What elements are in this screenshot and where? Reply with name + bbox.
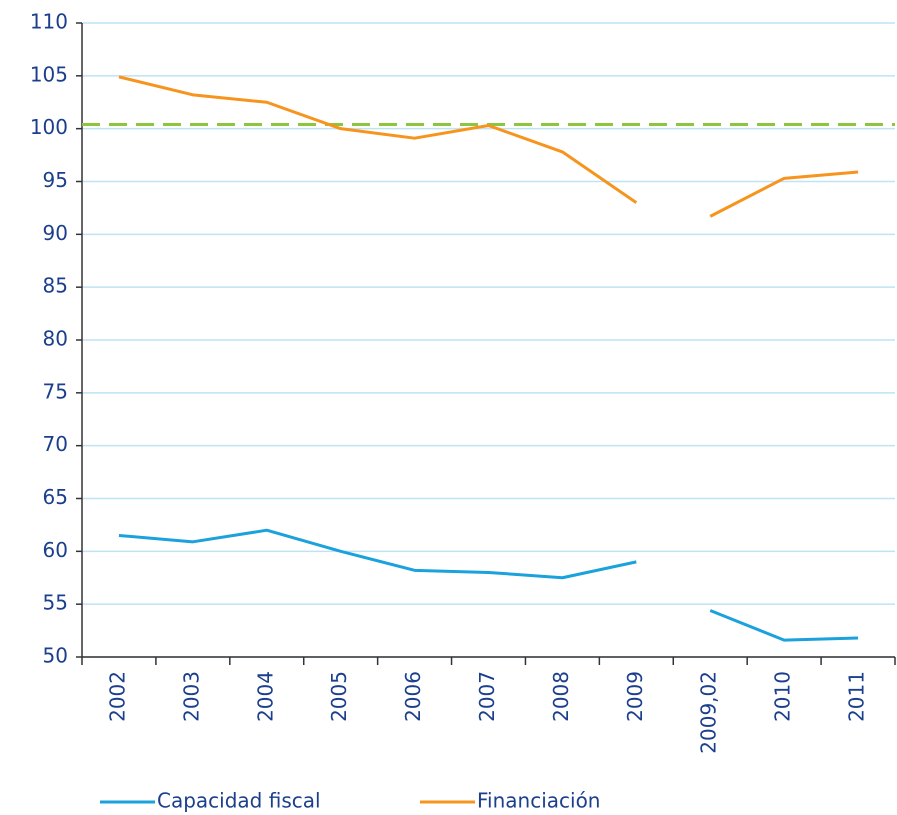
y-tick-label: 70 (43, 432, 68, 456)
legend-label: Financiación (477, 789, 601, 813)
y-tick-label: 60 (43, 538, 68, 562)
legend-label: Capacidad fiscal (157, 789, 321, 813)
x-tick-label: 2006 (401, 671, 425, 722)
y-tick-label: 95 (43, 168, 68, 192)
x-tick-label: 2008 (549, 671, 573, 722)
series-line (118, 528, 859, 642)
y-tick-label: 80 (43, 327, 68, 351)
x-tick-label: 2005 (327, 671, 351, 722)
x-tick-label: 2004 (253, 671, 277, 722)
y-tick-label: 75 (43, 379, 68, 403)
x-tick-label: 2009 (623, 671, 647, 722)
x-tick-label: 2009,02 (697, 671, 721, 754)
x-tick-label: 2011 (845, 671, 869, 722)
y-tick-label: 105 (30, 62, 68, 86)
y-tick-label: 50 (43, 644, 68, 668)
x-tick-label: 2007 (475, 671, 499, 722)
y-tick-label: 90 (43, 221, 68, 245)
y-tick-label: 85 (43, 274, 68, 298)
x-tick-label: 2010 (771, 671, 795, 722)
series-line (118, 75, 859, 218)
y-tick-label: 110 (30, 10, 68, 34)
y-tick-label: 100 (30, 115, 68, 139)
y-tick-label: 55 (43, 591, 68, 615)
x-tick-label: 2002 (105, 671, 129, 722)
y-tick-label: 65 (43, 485, 68, 509)
x-tick-label: 2003 (179, 671, 203, 722)
